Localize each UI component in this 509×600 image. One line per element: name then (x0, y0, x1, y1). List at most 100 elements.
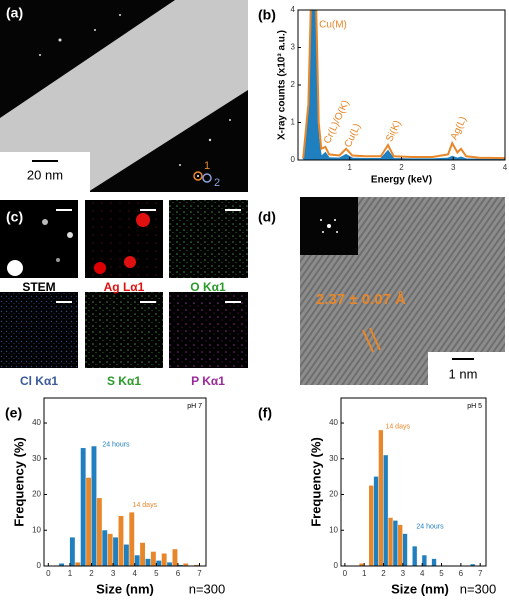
scale-box (0, 152, 90, 192)
y-tick-label: 10 (32, 525, 41, 534)
bar (194, 564, 200, 566)
particle (94, 262, 106, 274)
y-tick-label: 1 (291, 118, 296, 127)
map-label: STEM (22, 280, 55, 294)
y-axis-label: X-ray counts (x10³ a.u.) (277, 30, 288, 140)
bar (422, 555, 427, 566)
plot-frame (43, 397, 207, 567)
nanowire (0, 0, 248, 192)
panel-label: (f) (258, 405, 272, 421)
bar (107, 533, 113, 566)
specks (39, 14, 231, 166)
bar (172, 549, 178, 566)
bar (177, 564, 183, 566)
condition-label: pH 5 (467, 403, 482, 410)
series-label: 24 hours (416, 524, 444, 531)
x-axis-label: Energy (keV) (371, 175, 432, 186)
fft-spots (320, 219, 338, 233)
panel-label: (b) (258, 7, 276, 23)
x-tick-label: 5 (154, 569, 159, 578)
x-tick-label: 4 (132, 569, 137, 578)
marker (202, 173, 212, 183)
map-dots (0, 292, 78, 368)
bar (167, 562, 173, 566)
condition-label: pH 7 (187, 403, 202, 410)
bar (118, 515, 124, 566)
peak-label: Cu(L) (343, 122, 364, 149)
map-dots (169, 200, 248, 278)
bar (69, 537, 75, 566)
bar (96, 498, 102, 566)
x-axis-label: Size (nm) (96, 581, 154, 596)
scale-box (428, 352, 505, 385)
series-label: 24 hours (102, 441, 130, 448)
panel-label: (a) (6, 5, 23, 21)
bar (359, 563, 364, 566)
panel-a: 20 nm 1 2 (a) (0, 0, 248, 192)
peak-label: Cu(M) (319, 20, 347, 31)
series-label: 14 days (385, 423, 410, 430)
y-tick-label: 10 (329, 525, 338, 534)
y-tick-label: 0 (334, 561, 339, 570)
scale-label: 1 nm (449, 366, 478, 381)
n-label: n=300 (189, 581, 226, 596)
panel-c: STEM Ag Lα1 O Kα1 Cl Kα1 S Kα1 P Kα1 (c) (0, 200, 248, 388)
x-axis-label: Size (nm) (391, 581, 449, 596)
bar (75, 562, 81, 566)
bar (86, 477, 92, 566)
bar (134, 555, 140, 566)
particle (67, 232, 73, 238)
d-spacing: 2.37 ± 0.07 Å (316, 291, 406, 308)
y-tick-label: 30 (32, 454, 41, 463)
x-tick-label: 3 (451, 163, 456, 172)
bar (378, 430, 384, 566)
bar (393, 520, 398, 566)
n-label: n=300 (460, 581, 497, 596)
x-tick-label: 2 (381, 569, 386, 578)
plot-area (302, 10, 505, 160)
bar (59, 563, 65, 566)
bar (102, 530, 108, 566)
particle (42, 219, 48, 225)
y-tick-label: 40 (329, 418, 338, 427)
bar (388, 517, 393, 566)
x-tick-label: 7 (197, 569, 202, 578)
x-tick-label: 6 (176, 569, 181, 578)
bar (150, 551, 156, 566)
y-tick-label: 20 (32, 490, 41, 499)
particle (124, 256, 136, 268)
x-tick-label: 3 (111, 569, 116, 578)
bar (145, 558, 151, 566)
spectrum-line (302, 10, 505, 160)
x-tick-label: 2 (89, 569, 94, 578)
x-tick-label: 4 (503, 163, 508, 172)
panel-label: (d) (258, 209, 276, 225)
bar (383, 455, 388, 566)
marker-dot (197, 175, 199, 177)
bar (402, 533, 408, 566)
marker (193, 171, 203, 181)
bar (398, 524, 403, 566)
map-dots (85, 292, 163, 368)
x-tick-label: 0 (46, 569, 51, 578)
x-tick-label: 1 (348, 163, 353, 172)
particle (56, 258, 60, 262)
scale-bars (56, 209, 241, 303)
y-tick-label: 4 (291, 5, 296, 14)
x-tick-label: 5 (439, 569, 444, 578)
scale-label: 20 nm (27, 167, 63, 182)
x-tick-label: 0 (343, 569, 348, 578)
x-tick-label: 1 (68, 569, 73, 578)
bar (183, 563, 189, 566)
bar (369, 485, 374, 566)
bar (156, 560, 162, 566)
bar (373, 476, 379, 566)
fringe-marks (362, 327, 381, 353)
y-tick-label: 0 (37, 561, 42, 570)
particle (136, 213, 150, 227)
y-tick-label: 30 (329, 454, 338, 463)
series-label: 14 days (133, 502, 158, 509)
y-tick-label: 2 (291, 80, 296, 89)
